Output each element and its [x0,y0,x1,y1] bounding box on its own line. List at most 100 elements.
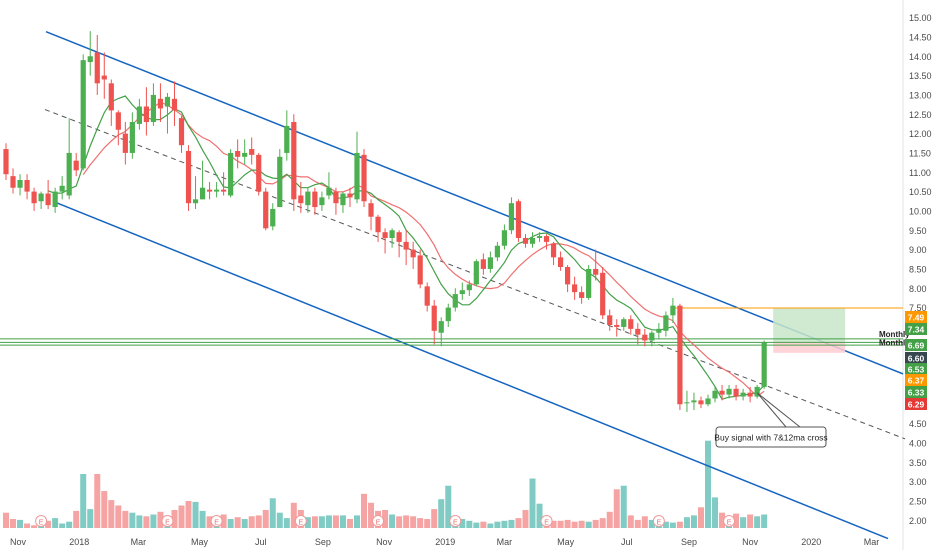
volume-bar [325,515,332,528]
volume-bar [613,489,620,528]
price-label: 6.33 [908,388,925,398]
price-label-bg [905,363,927,375]
price-label-bg [905,352,927,364]
volume-bar [283,518,290,528]
x-tick-label: May [557,537,575,547]
candle-body [403,241,409,250]
earnings-marker-label: E [299,520,304,527]
volume-bar [550,520,557,528]
candle-body [129,122,135,153]
candle-body [508,203,515,231]
candle-body [24,180,30,192]
earnings-marker-label: E [376,520,381,527]
volume-bar [17,519,24,528]
price-label: 6.60 [908,354,925,364]
volume-bar [571,521,578,528]
candle-body [192,199,199,204]
candle-body [45,193,51,206]
volume-bar [10,519,17,528]
volume-bar [754,516,761,528]
volume-bar [445,485,452,528]
y-tick-label: 9.00 [909,245,927,255]
volume-bar [354,515,360,528]
volume-bar [227,519,234,528]
candle-body [614,325,620,327]
candle-body [389,230,395,238]
volume-bar [410,516,417,528]
candle-body [361,154,367,202]
volume-bar [473,522,480,528]
candle-body [410,249,416,258]
volume-bar [431,509,438,528]
candle-body [214,189,220,192]
candle-body [712,390,718,399]
candle-body [586,268,592,298]
y-tick-label: 12.00 [909,129,932,139]
volume-bar [45,520,52,528]
candle-body [452,294,458,308]
candle-body [185,151,192,204]
x-tick-label: Nov [376,537,393,547]
earnings-marker-label: E [544,520,549,527]
volume-bar [361,493,368,528]
price-label: 7.34 [908,325,925,335]
volume-bar [171,510,178,528]
volume-bar [648,519,655,528]
candle-body [150,94,157,122]
price-label-bg [905,323,927,335]
earnings-marker [449,515,462,527]
x-tick-label: 2020 [801,537,821,547]
candle-body [579,292,585,298]
candle-body [312,191,318,208]
volume-bar [585,521,592,528]
price-label: 6.69 [908,341,925,351]
candle-body [628,319,634,329]
volume-bar [620,485,627,528]
volume-bar [220,514,227,528]
earnings-marker-label: E [214,520,219,527]
candle-body [522,238,529,244]
volume-bar [501,520,508,528]
candle-body [277,156,283,208]
candle-body [354,152,360,200]
earnings-marker [161,515,174,527]
candle-body [80,60,86,169]
volume-bar [529,478,536,528]
candle-body [480,259,486,269]
x-tick-label: Mar [497,537,513,547]
candle-body [550,243,557,258]
earnings-marker-label: E [453,520,458,527]
volume-bar [3,512,9,528]
candle-body [698,400,704,405]
x-tick-label: Nov [10,537,27,547]
candle-body [17,180,23,188]
volume-bar [382,510,389,528]
volume-bar [669,522,676,528]
volume-bar [599,518,606,528]
volume-bar [136,515,143,528]
candle-body [291,122,297,200]
volume-bar [761,514,768,528]
volume-bar [690,515,697,528]
candle-body [438,321,444,333]
volume-bar [262,510,269,528]
volume-bar [733,513,740,528]
volume-bar [31,525,38,528]
candle-body [10,176,16,188]
volume-bar [66,521,73,528]
earnings-marker-label: E [727,520,732,527]
y-tick-label: 13.00 [909,90,932,100]
y-tick-label: 3.50 [909,458,927,468]
x-tick-label: Mar [864,537,880,547]
volume-bar [634,519,641,528]
volume-bar [339,515,346,528]
volume-bar [241,519,248,528]
volume-bar [24,523,31,528]
price-label: 6.37 [908,376,925,386]
candle-body [221,189,227,192]
candle-body [705,398,711,405]
volume-bar [389,514,396,528]
volume-bar [248,516,255,528]
volume-bar [487,523,494,528]
